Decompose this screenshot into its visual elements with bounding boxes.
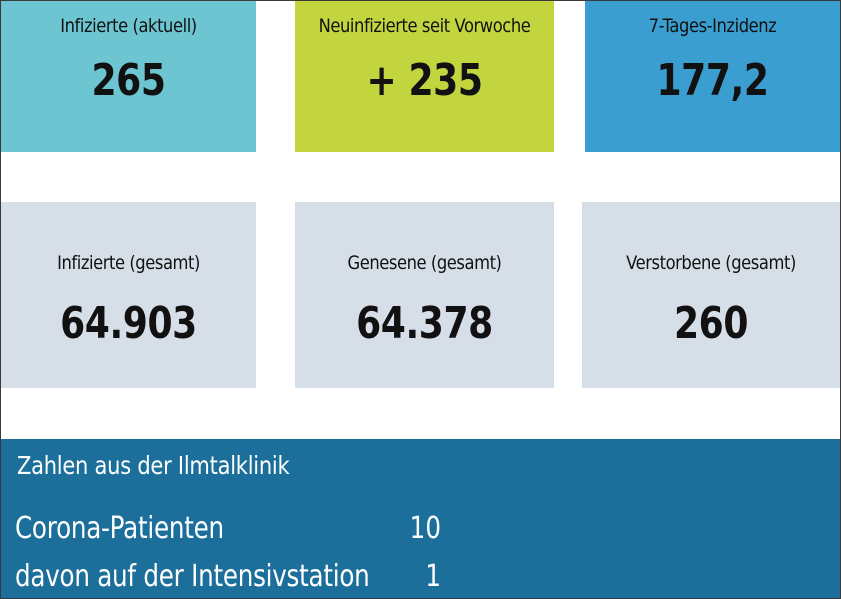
tile-value: 64.378 xyxy=(356,298,493,349)
clinic-row-label: davon auf der Intensivstation xyxy=(15,559,370,594)
clinic-row-value: 1 xyxy=(425,559,441,594)
tile-value: 265 xyxy=(91,55,166,106)
tile-label: Verstorbene (gesamt) xyxy=(626,252,796,274)
clinic-row-value: 10 xyxy=(409,511,441,546)
tile-infected-current: Infizierte (aktuell) 265 xyxy=(1,1,256,152)
tile-recovered-total: Genesene (gesamt) 64.378 xyxy=(295,202,554,388)
clinic-row-label: Corona-Patienten xyxy=(15,511,224,546)
tile-label: Neuinfizierte seit Vorwoche xyxy=(318,15,531,37)
tile-value: 64.903 xyxy=(60,298,197,349)
clinic-panel: Zahlen aus der Ilmtalklinik Corona-Patie… xyxy=(1,439,840,598)
clinic-title: Zahlen aus der Ilmtalklinik xyxy=(17,451,290,480)
tile-label: 7-Tages-Inzidenz xyxy=(648,15,777,37)
tile-value: 260 xyxy=(673,298,749,349)
tile-value: 177,2 xyxy=(656,55,769,106)
tile-value: + 235 xyxy=(366,55,483,106)
tile-infected-total: Infizierte (gesamt) 64.903 xyxy=(1,202,256,388)
tile-label: Infizierte (gesamt) xyxy=(57,252,200,274)
tile-deceased-total: Verstorbene (gesamt) 260 xyxy=(582,202,840,388)
tile-label: Infizierte (aktuell) xyxy=(60,15,197,37)
tile-label: Genesene (gesamt) xyxy=(347,252,502,274)
tile-incidence: 7-Tages-Inzidenz 177,2 xyxy=(585,1,840,152)
tile-new-infected: Neuinfizierte seit Vorwoche + 235 xyxy=(295,1,554,152)
